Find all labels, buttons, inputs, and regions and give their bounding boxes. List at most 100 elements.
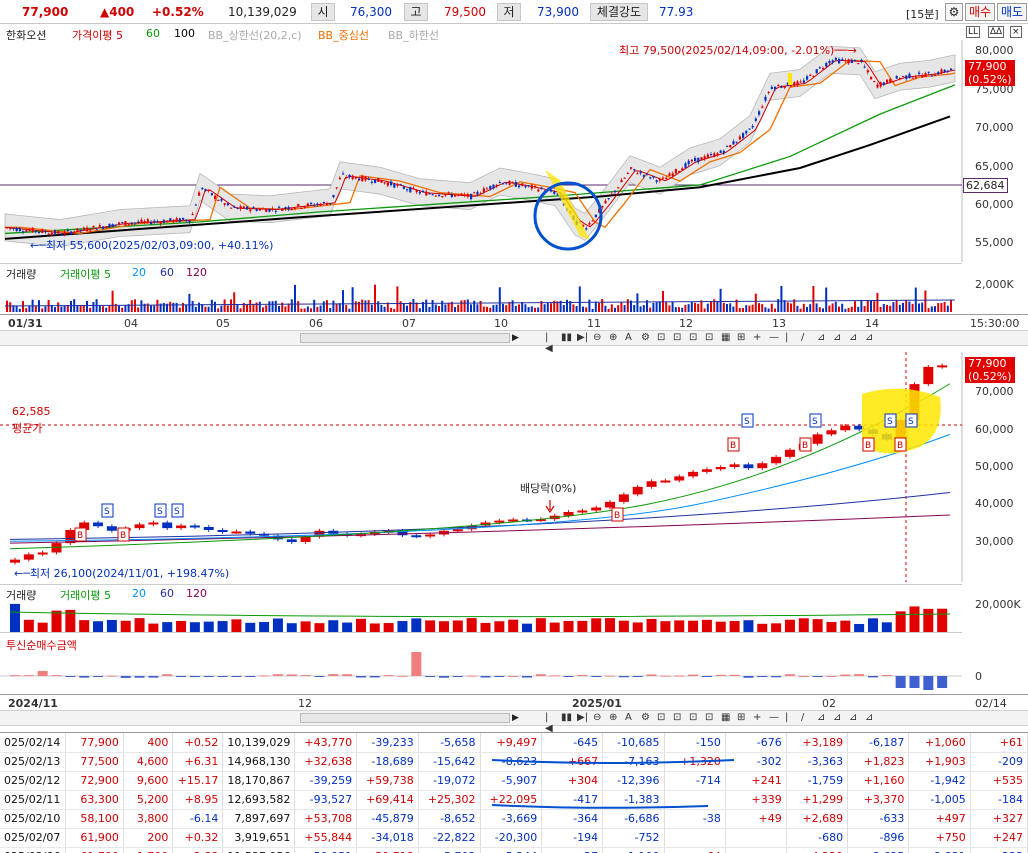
price-chart-15min[interactable] — [0, 40, 1028, 262]
candle-body — [818, 67, 821, 69]
toolbar-icon-20[interactable]: ⊿ — [865, 712, 874, 723]
toolbar-icon-1[interactable]: ▮▮ — [561, 332, 573, 343]
toolbar-icon-0[interactable]: |◀ — [545, 712, 553, 734]
candle-body — [118, 222, 121, 225]
price-chart-daily[interactable]: B S B S S B B S B S B S B S — [0, 352, 1028, 582]
toolbar-icon-9[interactable]: ⊡ — [689, 332, 698, 343]
toolbar-icon-13[interactable]: + — [753, 332, 762, 343]
toolbar-icon-1[interactable]: ▮▮ — [561, 712, 573, 723]
candle-body — [866, 70, 869, 73]
daily-volume-bar — [771, 623, 782, 632]
toolbar-icon-14[interactable]: — — [769, 332, 779, 343]
toolbar-icon-20[interactable]: ⊿ — [865, 332, 874, 343]
c1-scrollbar[interactable] — [300, 333, 510, 343]
daily-candle-body — [162, 522, 173, 529]
table-row[interactable]: 025/02/0661,7001,700+2.8311,537,056-50,9… — [0, 847, 1028, 853]
volume-bar — [614, 307, 616, 312]
toolbar-icon-19[interactable]: ⊿ — [849, 332, 858, 343]
table-row[interactable]: 025/02/14 77,900 400 +0.52 10,139,029 +43,770… — [0, 733, 1028, 753]
toolbar-icon-17[interactable]: ⊿ — [817, 332, 826, 343]
toolbar-icon-6[interactable]: ⚙ — [641, 332, 650, 343]
toolbar-icon-18[interactable]: ⊿ — [833, 332, 842, 343]
investor-trading-table[interactable]: 025/02/14 77,900 400 +0.52 10,139,029 +43,770… — [0, 732, 1028, 853]
toolbar-icon-11[interactable]: ▦ — [721, 332, 731, 343]
volume-bar — [153, 305, 156, 312]
toolbar-icon-18[interactable]: ⊿ — [833, 712, 842, 723]
volume-bar — [946, 305, 949, 312]
toolbar-icon-4[interactable]: ⊕ — [609, 712, 618, 723]
chart1-legend: 한화오션 가격이평 5 60 100 BB_상한선(20,2,c) BB_중심선… — [0, 24, 1028, 42]
toolbar-icon-7[interactable]: ⊡ — [657, 712, 666, 723]
candle-body — [102, 226, 105, 229]
volume-bar — [86, 300, 88, 312]
chart1-close-icon[interactable]: × — [1010, 26, 1022, 38]
chart1-resize-icon[interactable]: LL — [966, 26, 981, 38]
table-row[interactable]: 025/02/11 63,300 5,200 +8.95 12,693,582 -93,5… — [0, 790, 1028, 810]
table-row[interactable]: 025/02/10 58,100 3,800 -6.14 7,897,697 +53,70… — [0, 809, 1028, 829]
volume-bar — [486, 306, 488, 312]
table-row[interactable]: 025/02/12 72,900 9,600 +15.17 18,170,867 -39,… — [0, 771, 1028, 791]
table-cell: -896 — [847, 828, 910, 848]
toolbar-icon-12[interactable]: ⊞ — [737, 712, 746, 723]
candle-body — [300, 207, 303, 209]
toolbar-icon-4[interactable]: ⊕ — [609, 332, 618, 343]
toolbar-icon-15[interactable]: | — [785, 712, 789, 723]
toolbar-icon-15[interactable]: | — [785, 332, 789, 343]
sell-signal-label: S — [908, 417, 914, 427]
volume-bar — [559, 300, 562, 312]
investor-bar — [10, 675, 20, 677]
toolbar-icon-16[interactable]: / — [801, 712, 805, 723]
daily-volume-bar — [812, 619, 823, 632]
buy-button[interactable]: 매수 — [965, 3, 995, 21]
volume-bar — [553, 300, 556, 312]
table-cell — [664, 790, 726, 810]
toolbar-icon-6[interactable]: ⚙ — [641, 712, 650, 723]
table-cell: -45,879 — [356, 809, 419, 829]
toolbar-icon-5[interactable]: A — [625, 332, 632, 343]
toolbar-icon-7[interactable]: ⊡ — [657, 332, 666, 343]
sell-signal-label: S — [104, 507, 110, 517]
toolbar-icon-9[interactable]: ⊡ — [689, 712, 698, 723]
candle-body — [447, 192, 450, 194]
sell-signal-label: S — [812, 417, 818, 427]
candle-body — [454, 195, 457, 197]
toolbar-icon-11[interactable]: ▦ — [721, 712, 731, 723]
table-row[interactable]: 025/02/13 77,500 4,600 +6.31 14,968,130 +32,6… — [0, 752, 1028, 772]
c2-scroll-right-icon[interactable]: ▶ — [512, 713, 519, 723]
toolbar-icon-3[interactable]: ⊖ — [593, 332, 602, 343]
toolbar-icon-12[interactable]: ⊞ — [737, 332, 746, 343]
candle-body — [41, 229, 44, 233]
interval-selector[interactable]: [15분] — [906, 8, 939, 21]
sell-button[interactable]: 매도 — [997, 3, 1027, 21]
toolbar-icon-10[interactable]: ⊡ — [705, 332, 714, 343]
bollinger-band — [4, 45, 956, 247]
toolbar-icon-8[interactable]: ⊡ — [673, 332, 682, 343]
toolbar-icon-16[interactable]: / — [801, 332, 805, 343]
settings-icon[interactable]: ⚙ — [945, 3, 963, 21]
table-row[interactable]: 025/02/07 61,900 200 +0.32 3,919,651 +55,844-… — [0, 828, 1028, 848]
c1-scroll-right-icon[interactable]: ▶ — [512, 333, 519, 343]
daily-candle-body — [688, 471, 699, 477]
daily-volume-bar — [425, 620, 436, 632]
c1-vol-ma60: 60 — [160, 266, 174, 279]
c1-vol-tick: 2,000K — [975, 278, 1014, 291]
toolbar-icon-13[interactable]: + — [753, 712, 762, 723]
toolbar-icon-5[interactable]: A — [625, 712, 632, 723]
daily-candle-body — [452, 529, 463, 532]
toolbar-icon-0[interactable]: |◀ — [545, 332, 553, 354]
toolbar-icon-17[interactable]: ⊿ — [817, 712, 826, 723]
chart1-menu-icon[interactable]: ∆∆ — [988, 26, 1005, 38]
toolbar-icon-10[interactable]: ⊡ — [705, 712, 714, 723]
c2-current-price-tag: 77,900 (0.52%) — [965, 357, 1015, 383]
toolbar-icon-8[interactable]: ⊡ — [673, 712, 682, 723]
toolbar-icon-3[interactable]: ⊖ — [593, 712, 602, 723]
volume-bar — [745, 305, 748, 312]
toolbar-icon-2[interactable]: ▶| — [577, 332, 589, 343]
toolbar-icon-2[interactable]: ▶| — [577, 712, 589, 723]
table-cell: -1,942 — [908, 771, 971, 791]
c2-scrollbar[interactable] — [300, 713, 510, 723]
toolbar-icon-14[interactable]: — — [769, 712, 779, 723]
toolbar-icon-19[interactable]: ⊿ — [849, 712, 858, 723]
candle-body — [668, 173, 671, 176]
candle-body — [63, 231, 66, 235]
